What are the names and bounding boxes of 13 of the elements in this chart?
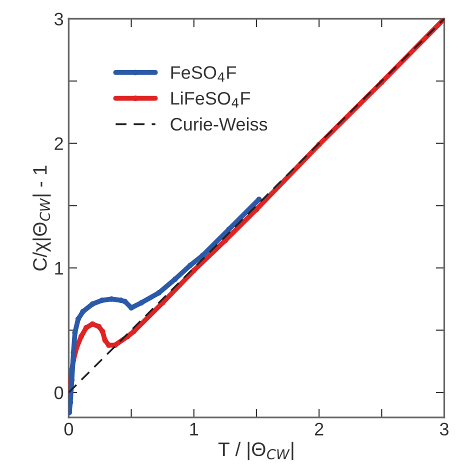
y-tick-label: 3 [54,12,64,26]
legend-label: Curie-Weiss [170,117,268,131]
y-tick-label: 2 [54,137,63,150]
y-axis-title: C/χ|Θ$_{CW}$| - 1 [32,166,51,270]
y-tick-label: 0 [54,386,64,400]
x-axis-title: T / |Θ$_{CW}$| [218,442,294,460]
x-tick-label: 0 [64,422,74,436]
x-tick-label: 2 [314,422,324,436]
legend-label: FeSO$_{4}$F [171,66,236,82]
y-tick-label: 1 [55,262,63,274]
legend-label: LiFeSO$_{4}$F [171,91,250,108]
x-tick-label: 1 [190,422,198,436]
x-tick-label: 3 [440,422,448,436]
